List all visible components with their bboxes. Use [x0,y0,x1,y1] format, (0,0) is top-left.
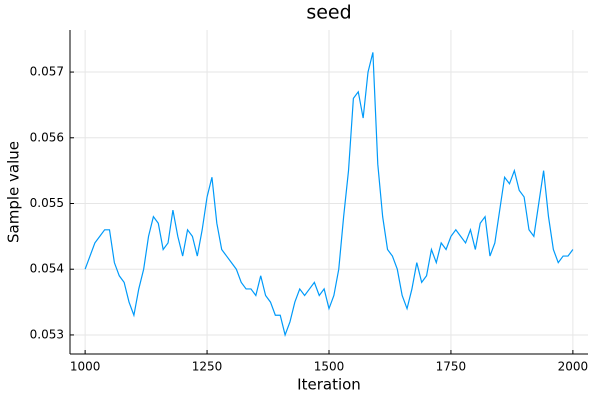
x-tick-label: 1750 [436,360,467,374]
data-line [84,52,574,337]
y-axis-label: Sample value [5,141,23,243]
y-tick-label: 0.057 [30,65,64,79]
y-tick-label: 0.055 [30,196,64,210]
x-tick-label: 1000 [70,360,101,374]
x-tick-label: 1250 [192,360,223,374]
x-tick-label: 2000 [558,360,589,374]
y-tick-label: 0.056 [30,130,64,144]
x-axis-label: Iteration [297,376,361,394]
chart-title: seed [306,2,351,24]
y-tick-label: 0.053 [30,327,64,341]
x-tick-label: 1500 [314,360,345,374]
y-tick-label: 0.054 [30,262,64,276]
